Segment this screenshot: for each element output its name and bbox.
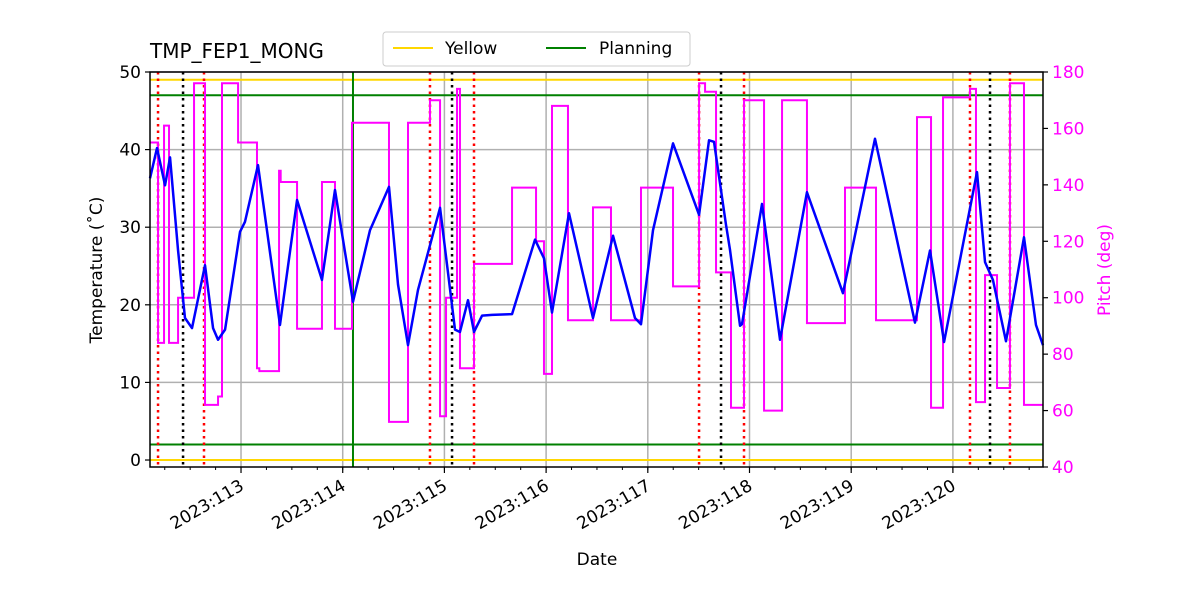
y2-tick-label: 120	[1052, 232, 1084, 252]
y-tick-label: 30	[119, 218, 141, 238]
x-tick-label: 2023:117	[574, 476, 655, 534]
y2-axis-label: Pitch (deg)	[1095, 224, 1115, 316]
temperature-line	[148, 137, 1045, 347]
chart-title: TMP_FEP1_MONG	[149, 39, 324, 63]
x-tick-label: 2023:115	[370, 476, 451, 534]
event-lines	[156, 72, 1012, 467]
y-axis-label: Temperature (˚C)	[86, 197, 107, 345]
plot-frame	[149, 71, 1044, 468]
y2-tick-label: 100	[1052, 289, 1084, 309]
y2-tick-label: 140	[1052, 176, 1084, 196]
y-tick-label: 10	[119, 373, 141, 393]
x-tick-label: 2023:114	[269, 476, 350, 534]
x-tick-label: 2023:119	[777, 476, 858, 534]
y-tick-label: 20	[119, 296, 141, 316]
x-tick-label: 2023:116	[472, 476, 553, 534]
x-tick-label: 2023:113	[167, 476, 248, 534]
y2-tick-label: 180	[1052, 63, 1084, 83]
y2-tick-label: 60	[1052, 402, 1074, 422]
y-tick-label: 40	[119, 141, 141, 161]
x-axis-label: Date	[577, 550, 618, 570]
y2-tick-label: 40	[1052, 458, 1074, 478]
legend-label-planning: Planning	[599, 39, 672, 59]
x-tick-label: 2023:120	[879, 476, 960, 534]
grid	[150, 71, 1043, 467]
y2-tick-label: 80	[1052, 345, 1074, 365]
axes: 0 10 20 30 40 50 40 60 80 100 120 140 160 180 2023:113…	[119, 63, 1084, 534]
legend: Yellow Planning	[382, 31, 691, 67]
legend-label-yellow: Yellow	[444, 39, 497, 59]
limit-lines	[150, 78, 1043, 462]
pitch-line	[150, 82, 1043, 423]
y-tick-label: 0	[130, 451, 141, 471]
series-lines	[148, 82, 1045, 423]
x-tick-label: 2023:118	[675, 476, 756, 534]
y2-tick-label: 160	[1052, 119, 1084, 139]
y-tick-label: 50	[119, 63, 141, 83]
